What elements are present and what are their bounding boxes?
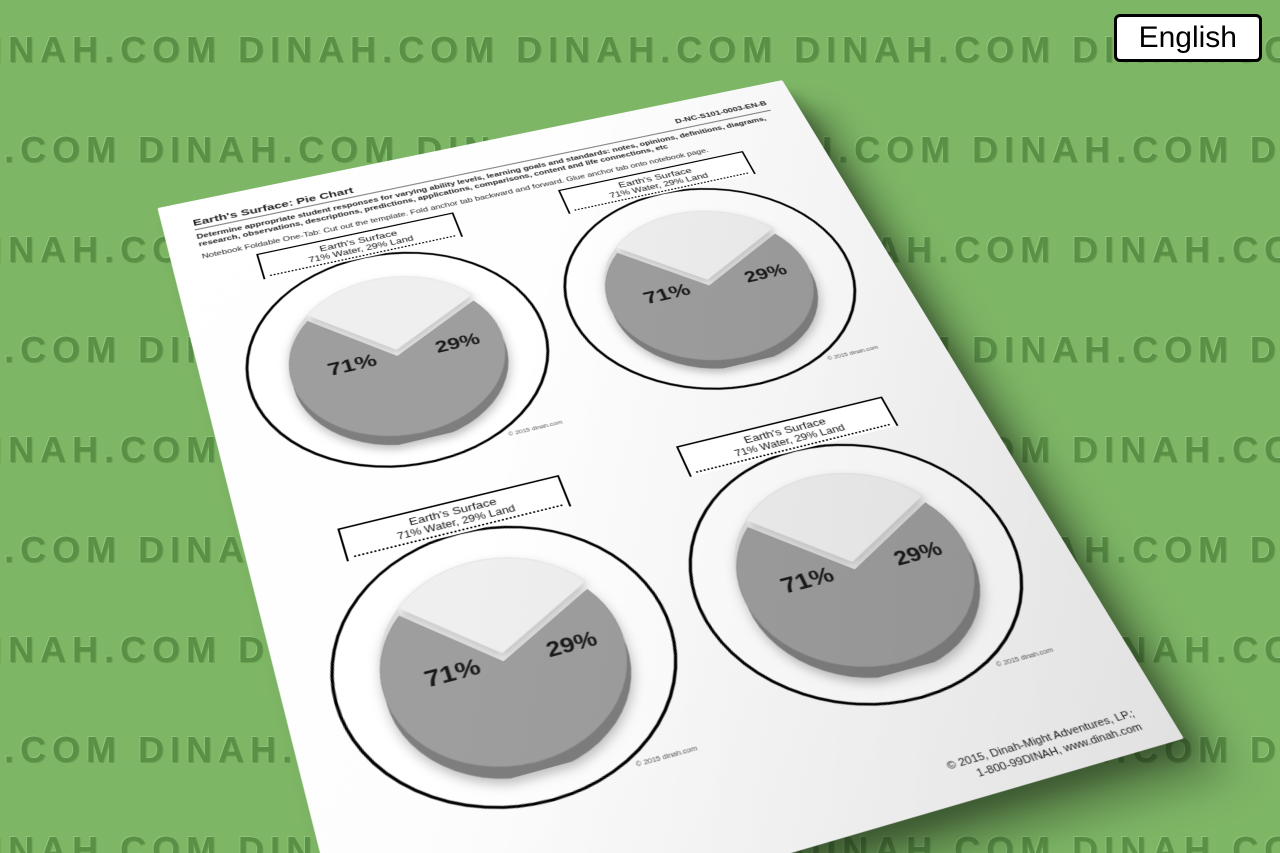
language-badge: English: [1114, 14, 1262, 62]
pie-chart: 71%29%: [341, 526, 678, 807]
micro-credit: © 2015 dinah.com: [635, 745, 698, 768]
micro-credit: © 2015 dinah.com: [827, 345, 879, 361]
micro-credit: © 2015 dinah.com: [995, 647, 1054, 668]
pie-chart: 71%29%: [257, 252, 546, 466]
foldable-grid: Earth's Surface71% Water, 29% Land71%29%…: [204, 141, 1114, 853]
pie-chart: 71%29%: [566, 188, 860, 388]
pie-chart: 71%29%: [688, 444, 1032, 704]
micro-credit: © 2015 dinah.com: [508, 419, 563, 436]
paper-scene: Earth's Surface: Pie Chart D-NC-S101-000…: [245, 0, 1005, 853]
